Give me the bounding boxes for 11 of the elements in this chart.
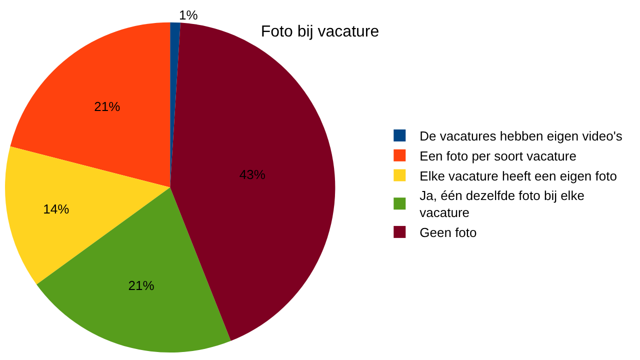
legend-label: De vacatures hebben eigen video's — [420, 128, 623, 144]
legend-label: Geen foto — [420, 225, 477, 240]
legend-label: Ja, één dezelfde foto bij elke vacature — [420, 188, 584, 220]
legend-label: Een foto per soort vacature — [420, 148, 576, 164]
data-label: 14% — [43, 202, 70, 217]
data-label: 21% — [94, 99, 121, 114]
data-label: 43% — [239, 166, 266, 182]
data-label: 21% — [128, 278, 155, 294]
legend-label: Elke vacature heeft een eigen foto — [420, 168, 617, 184]
data-label: 1% — [179, 7, 198, 22]
text: Foto bij vacature — [260, 23, 380, 40]
